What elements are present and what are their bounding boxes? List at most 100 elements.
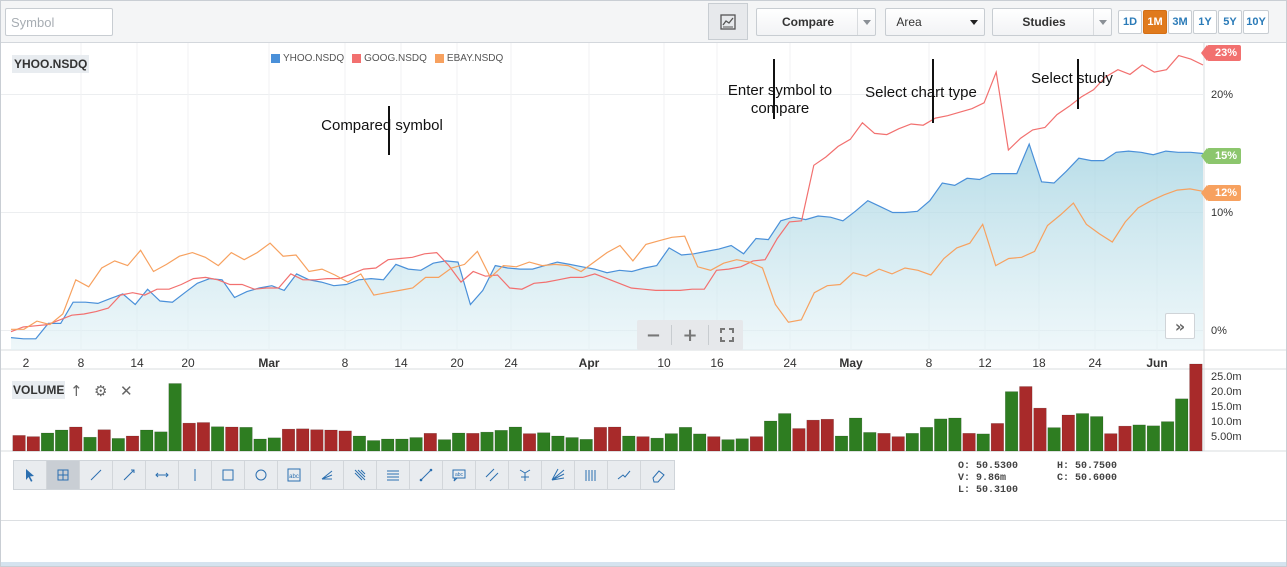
pitchfork-tool[interactable] <box>509 461 542 489</box>
volume-bar <box>806 419 820 452</box>
studies-label: Studies <box>1022 15 1066 29</box>
legend-swatch <box>352 54 362 63</box>
volume-bar <box>891 436 905 452</box>
volume-bars <box>12 363 1203 452</box>
volume-bar <box>338 430 352 452</box>
volume-bar <box>693 433 707 452</box>
legend-label: YHOO.NSDQ <box>283 53 345 64</box>
chart-legend: YHOO.NSDQ GOOG.NSDQ EBAY.NSDQ <box>271 53 503 64</box>
line-tool[interactable] <box>80 461 113 489</box>
vertical-line-tool[interactable] <box>179 461 212 489</box>
volume-bar <box>182 422 196 452</box>
annotation-select-study: Select study <box>1031 70 1113 87</box>
fullscreen-icon <box>719 328 734 342</box>
volume-bar <box>863 432 877 452</box>
fibonacci-tool[interactable] <box>311 461 344 489</box>
annotation-compared-symbol: Compared symbol <box>321 117 443 134</box>
volume-bar <box>990 423 1004 452</box>
annotation-tool[interactable]: abc <box>278 461 311 489</box>
chart-settings-button[interactable] <box>708 3 748 40</box>
time-cycle-tool[interactable] <box>575 461 608 489</box>
volume-bar <box>749 436 763 452</box>
volume-bar <box>69 426 83 452</box>
volume-bar <box>608 426 622 452</box>
legend-item-goog[interactable]: GOOG.NSDQ <box>352 53 427 64</box>
goog-line <box>10 54 1204 333</box>
volume-axis-label: 20.0m <box>1211 386 1242 398</box>
volume-bar <box>1118 425 1132 452</box>
compare-dropdown[interactable]: Compare <box>756 8 876 36</box>
trend-arrow-tool[interactable] <box>608 461 641 489</box>
symbol-input[interactable] <box>5 8 113 36</box>
arrow-up-icon[interactable]: ↑ <box>70 382 83 400</box>
annotation-pointers <box>388 59 1079 155</box>
channel-tool[interactable] <box>476 461 509 489</box>
cursor-tool[interactable] <box>14 461 47 489</box>
cursor-icon <box>26 469 34 482</box>
status-bar <box>1 562 1286 566</box>
gear-icon[interactable]: ⚙ <box>94 382 108 400</box>
x-axis-month-label: Jun <box>1146 356 1168 370</box>
volume-bar <box>834 435 849 452</box>
segment-tool[interactable] <box>410 461 443 489</box>
period-1y-button[interactable]: 1Y <box>1193 10 1217 34</box>
legend-swatch <box>434 54 444 63</box>
fib-retracement-tool[interactable] <box>377 461 410 489</box>
volume-bar <box>593 427 607 452</box>
volume-bar <box>310 429 324 452</box>
rectangle-tool[interactable] <box>212 461 245 489</box>
chart-canvas[interactable] <box>1 43 1287 453</box>
drawing-toolbar: abc abc <box>13 460 675 490</box>
horizontal-line-tool[interactable] <box>146 461 179 489</box>
volume-bar <box>97 429 111 452</box>
volume-bar <box>352 435 366 452</box>
period-1m-button[interactable]: 1M <box>1143 10 1167 34</box>
volume-bar <box>267 437 281 452</box>
volume-bar <box>324 429 338 452</box>
eraser-tool[interactable] <box>641 461 674 489</box>
svg-text:abc: abc <box>289 474 299 480</box>
volume-bar <box>125 435 140 452</box>
x-axis-label: 8 <box>77 356 85 370</box>
period-5y-button[interactable]: 5Y <box>1218 10 1242 34</box>
x-axis-month-label: Mar <box>258 356 280 370</box>
volume-bar <box>466 433 480 452</box>
volume-axis-label: 5.00m <box>1211 431 1242 443</box>
volume-bar <box>877 433 891 452</box>
gann-fan-tool[interactable] <box>542 461 575 489</box>
zoom-out-button[interactable]: − <box>645 324 661 346</box>
compare-label: Compare <box>781 15 834 29</box>
zoom-in-button[interactable]: + <box>682 324 698 346</box>
period-3m-button[interactable]: 3M <box>1168 10 1192 34</box>
ray-tool[interactable] <box>113 461 146 489</box>
fib-retracement-icon <box>387 470 399 481</box>
ohlc-close: C: 50.6000 <box>1057 473 1118 484</box>
scroll-to-end-button[interactable]: » <box>1165 313 1195 339</box>
fullscreen-button[interactable] <box>712 323 742 347</box>
x-axis-label: 24 <box>783 356 797 370</box>
volume-bar <box>480 431 494 452</box>
volume-bar <box>1061 414 1075 452</box>
volume-bar <box>494 430 508 452</box>
volume-axis-label: 10.0m <box>1211 416 1242 428</box>
close-icon[interactable]: ✕ <box>120 382 133 400</box>
divider <box>707 325 709 345</box>
legend-item-ebay[interactable]: EBAY.NSDQ <box>434 53 503 64</box>
volume-bar <box>735 438 749 452</box>
channel-icon <box>485 468 499 482</box>
callout-tool[interactable]: abc <box>443 461 476 489</box>
legend-item-yhoo[interactable]: YHOO.NSDQ <box>271 53 344 64</box>
x-axis-label: 12 <box>978 356 992 370</box>
fib-fan-tool[interactable] <box>344 461 377 489</box>
period-1d-button[interactable]: 1D <box>1118 10 1142 34</box>
studies-dropdown[interactable]: Studies <box>992 8 1112 36</box>
chart-type-select[interactable]: Area <box>885 8 985 36</box>
chart-icon <box>720 13 736 30</box>
ellipse-tool[interactable] <box>245 461 278 489</box>
period-10y-button[interactable]: 10Y <box>1243 10 1269 34</box>
annotation-icon: abc <box>287 468 301 482</box>
volume-bar <box>196 422 210 452</box>
crosshair-tool[interactable] <box>47 461 80 489</box>
volume-bar <box>905 433 919 452</box>
